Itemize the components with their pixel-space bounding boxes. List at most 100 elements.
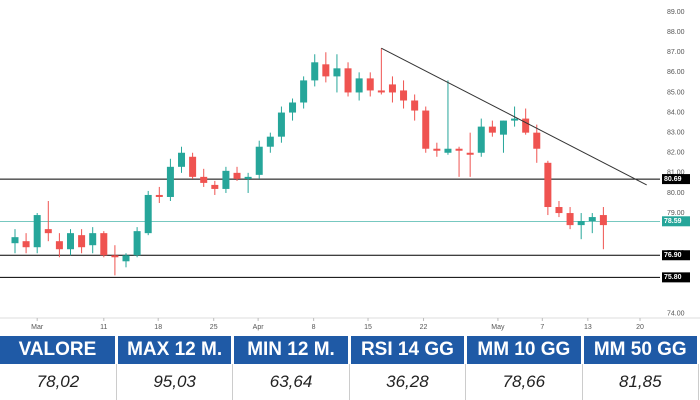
header-cell: VALORE: [0, 336, 118, 364]
level-label: 80.69: [664, 176, 682, 183]
candle-body: [555, 207, 563, 214]
candle-body: [266, 136, 274, 147]
candle-body: [466, 152, 474, 155]
value-cell: 95,03: [116, 364, 234, 400]
x-tick-label: 15: [364, 324, 372, 331]
y-tick-label: 83.00: [667, 129, 685, 136]
candle-body: [189, 156, 197, 177]
x-tick-label: 11: [100, 324, 107, 331]
candle-body: [55, 241, 63, 250]
candle-body: [511, 118, 519, 121]
candle-body: [11, 237, 19, 244]
x-tick-label: 18: [154, 324, 162, 331]
y-tick-label: 79.00: [667, 210, 685, 217]
candle-body: [66, 233, 74, 250]
candle-body: [588, 217, 596, 222]
level-label: 78.59: [664, 218, 682, 225]
candle-body: [422, 110, 430, 149]
y-tick-label: 85.00: [667, 89, 685, 96]
candle-body: [400, 90, 408, 101]
y-tick-label: 74.00: [667, 310, 685, 317]
y-tick-label: 88.00: [667, 29, 685, 36]
candle-body: [211, 184, 219, 189]
candle-body: [166, 166, 174, 197]
candle-body: [544, 162, 552, 208]
candle-body: [222, 170, 230, 189]
candle-body: [333, 68, 341, 77]
x-tick-label: 7: [540, 324, 544, 331]
candle-body: [522, 118, 530, 133]
value-cell: 81,85: [582, 364, 700, 400]
x-tick-label: 20: [636, 324, 644, 331]
y-tick-label: 84.00: [667, 109, 685, 116]
header-cell: MM 10 GG: [465, 336, 584, 364]
candle-body: [289, 102, 297, 113]
header-cell: MAX 12 M.: [116, 336, 235, 364]
candle-body: [577, 221, 585, 226]
candle-body: [244, 176, 252, 179]
candle-body: [22, 241, 30, 248]
x-tick-label: 8: [312, 324, 316, 331]
candle-body: [455, 148, 463, 151]
candle-body: [122, 255, 130, 262]
header-cell: MIN 12 M.: [232, 336, 351, 364]
candle-body: [100, 233, 108, 256]
value-cell: 36,28: [349, 364, 467, 400]
candle-body: [89, 233, 97, 246]
candle-body: [144, 194, 152, 234]
x-tick-label: 22: [420, 324, 428, 331]
candle-body: [44, 229, 52, 234]
candle-body: [178, 152, 186, 167]
value-row: 78,02 95,03 63,64 36,28 78,66 81,85: [0, 364, 700, 400]
header-cell: RSI 14 GG: [349, 336, 468, 364]
candle-body: [300, 80, 308, 103]
candle-body: [133, 231, 141, 256]
candle-body: [322, 64, 330, 77]
level-tag: [662, 250, 690, 261]
candle-body: [411, 100, 419, 111]
candle-body: [33, 215, 41, 248]
header-cell: MM 50 GG: [582, 336, 700, 364]
candle-body: [78, 235, 86, 248]
value-cell: 78,66: [465, 364, 583, 400]
level-tag: [662, 174, 690, 185]
y-tick-label: 87.00: [667, 49, 685, 56]
candle-body: [444, 148, 452, 153]
y-tick-label: 89.00: [667, 9, 685, 16]
candle-body: [277, 112, 285, 137]
level-label: 75.80: [664, 274, 682, 281]
x-tick-label: May: [491, 324, 505, 331]
candle-body: [355, 78, 363, 93]
candle-body: [388, 84, 396, 93]
candle-body: [233, 172, 241, 179]
candle-body: [566, 213, 574, 226]
candle-body: [200, 176, 208, 183]
candle-body: [311, 62, 319, 81]
value-cell: 63,64: [232, 364, 350, 400]
x-tick-label: Mar: [31, 324, 44, 331]
y-tick-label: 86.00: [667, 69, 685, 76]
y-tick-label: 82.00: [667, 150, 685, 157]
candle-body: [255, 146, 263, 175]
stats-table: VALORE MAX 12 M. MIN 12 M. RSI 14 GG MM 10 G…: [0, 336, 700, 400]
y-tick-label: 80.00: [667, 190, 685, 197]
x-tick-label: 25: [210, 324, 218, 331]
chart: 89.00 88.00 87.00 86.00 85.00 84.00 83.00 82.00…: [0, 9, 700, 331]
x-tick-label: Apr: [253, 324, 265, 331]
header-row: VALORE MAX 12 M. MIN 12 M. RSI 14 GG MM 10 G…: [0, 336, 700, 364]
candle-body: [433, 148, 441, 151]
candle-body: [155, 194, 163, 197]
x-tick-label: 13: [584, 324, 592, 331]
level-tag: [662, 216, 690, 227]
candle-body: [499, 120, 507, 135]
candle-body: [533, 132, 541, 149]
level-label: 76.90: [664, 252, 682, 259]
candle-body: [599, 215, 607, 226]
candle-body: [488, 126, 496, 133]
y-tick-label: 81.00: [667, 170, 685, 177]
candle-body: [366, 78, 374, 91]
candle-body: [344, 68, 352, 93]
level-tag: [662, 272, 690, 283]
value-cell: 78,02: [0, 364, 117, 400]
